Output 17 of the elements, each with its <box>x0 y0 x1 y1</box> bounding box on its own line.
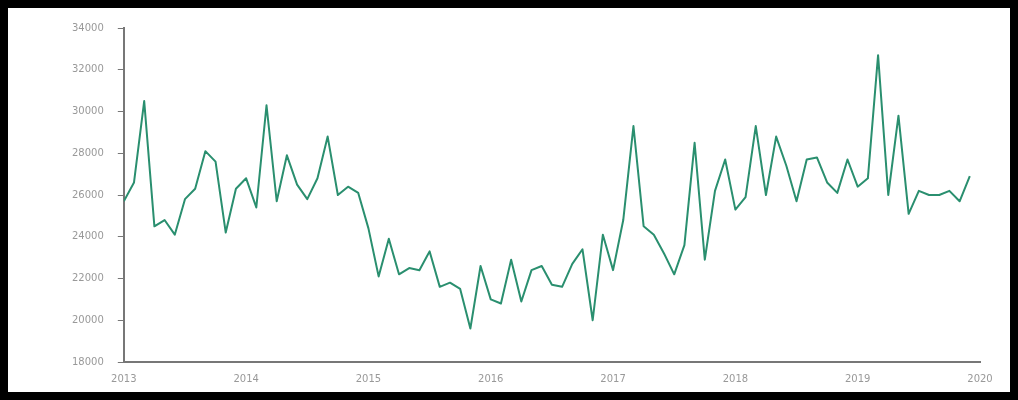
x-tick-label: 2013 <box>111 372 137 384</box>
x-tick-label: 2019 <box>844 372 871 384</box>
y-tick-label: 24000 <box>72 230 104 242</box>
x-tick-label: 2014 <box>233 372 259 384</box>
x-tick-label: 2016 <box>478 372 504 384</box>
y-tick-label: 30000 <box>72 105 104 117</box>
y-tick-label: 20000 <box>72 313 104 325</box>
y-tick-label: 34000 <box>72 21 104 33</box>
x-tick-label: 2015 <box>355 372 382 384</box>
y-tick-label: 22000 <box>72 272 104 284</box>
y-tick-label: 18000 <box>72 355 104 367</box>
x-tick-label: 2017 <box>600 372 626 384</box>
y-tick-label: 26000 <box>72 188 104 200</box>
y-tick-label: 32000 <box>72 63 104 75</box>
x-tick-label: 2018 <box>722 372 749 384</box>
x-tick-label: 2020 <box>967 372 993 384</box>
y-tick-label: 28000 <box>72 146 104 158</box>
